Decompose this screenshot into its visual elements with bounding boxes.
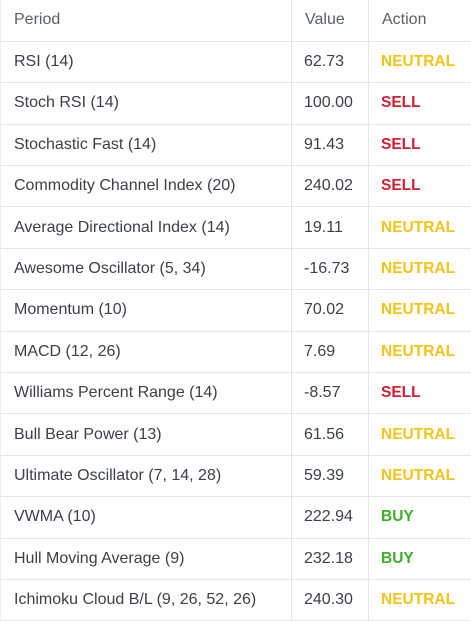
table-header: Period Value Action (0, 0, 471, 42)
indicator-name: VWMA (10) (0, 496, 292, 539)
table-row[interactable]: Williams Percent Range (14) -8.57 SELL (0, 372, 471, 414)
header-value[interactable]: Value (291, 0, 369, 42)
indicator-value: 240.02 (291, 165, 369, 207)
indicator-name: Ultimate Oscillator (7, 14, 28) (0, 454, 292, 497)
indicator-value: 91.43 (291, 123, 369, 166)
indicator-value: 70.02 (291, 289, 369, 332)
indicator-value: 232.18 (291, 537, 369, 580)
table-row[interactable]: Momentum (10) 70.02 NEUTRAL (0, 289, 471, 332)
indicator-name: Williams Percent Range (14) (0, 372, 292, 414)
action-signal: NEUTRAL (368, 454, 471, 497)
indicator-name: Commodity Channel Index (20) (0, 165, 292, 207)
action-signal: SELL (368, 123, 471, 166)
table-row[interactable]: Hull Moving Average (9) 232.18 BUY (0, 537, 471, 580)
indicator-value: 62.73 (291, 40, 369, 83)
action-signal: NEUTRAL (368, 40, 471, 83)
indicator-name: Ichimoku Cloud B/L (9, 26, 52, 26) (0, 578, 292, 621)
action-signal: NEUTRAL (368, 330, 471, 373)
indicator-name: Momentum (10) (0, 289, 292, 332)
action-signal: BUY (368, 537, 471, 580)
action-signal: NEUTRAL (368, 206, 471, 249)
indicator-value: 100.00 (291, 82, 369, 125)
indicator-value: -16.73 (291, 247, 369, 290)
action-signal: SELL (368, 82, 471, 125)
indicator-name: Stochastic Fast (14) (0, 123, 292, 166)
indicator-name: Stoch RSI (14) (0, 82, 292, 125)
table-row[interactable]: RSI (14) 62.73 NEUTRAL (0, 40, 471, 83)
action-signal: NEUTRAL (368, 247, 471, 290)
header-action[interactable]: Action (382, 11, 427, 29)
indicator-value: 222.94 (291, 496, 369, 539)
table-body: RSI (14) 62.73 NEUTRAL Stoch RSI (14) 100.00… (0, 40, 471, 621)
indicator-value: 61.56 (291, 413, 369, 456)
table-row[interactable]: Average Directional Index (14) 19.11 NEUTR… (0, 206, 471, 249)
action-signal: BUY (368, 496, 471, 539)
action-signal: NEUTRAL (368, 289, 471, 332)
header-row: Period Value Action (0, 0, 471, 42)
indicator-name: Hull Moving Average (9) (0, 537, 292, 580)
indicator-name: Awesome Oscillator (5, 34) (0, 247, 292, 290)
indicator-value: 19.11 (291, 206, 369, 249)
indicator-name: MACD (12, 26) (0, 330, 292, 373)
indicator-value: 7.69 (291, 330, 369, 373)
action-signal: NEUTRAL (368, 413, 471, 456)
indicator-name: Average Directional Index (14) (0, 206, 292, 249)
table-row[interactable]: Stoch RSI (14) 100.00 SELL (0, 82, 471, 125)
indicator-name: RSI (14) (0, 40, 292, 83)
indicator-name: Bull Bear Power (13) (0, 413, 292, 456)
indicator-value: 59.39 (291, 454, 369, 497)
indicator-value: 240.30 (291, 578, 369, 621)
header-period[interactable]: Period (0, 0, 292, 42)
action-signal: SELL (368, 165, 471, 207)
table-row[interactable]: Bull Bear Power (13) 61.56 NEUTRAL (0, 413, 471, 456)
table-row[interactable]: Awesome Oscillator (5, 34) -16.73 NEUTRAL (0, 247, 471, 290)
action-signal: NEUTRAL (368, 578, 471, 621)
table-row[interactable]: Ultimate Oscillator (7, 14, 28) 59.39 NEUT… (0, 454, 471, 497)
action-signal: SELL (368, 372, 471, 414)
table-row[interactable]: VWMA (10) 222.94 BUY (0, 496, 471, 539)
table-row[interactable]: Ichimoku Cloud B/L (9, 26, 52, 26) 240.30… (0, 578, 471, 621)
table-row[interactable]: Stochastic Fast (14) 91.43 SELL (0, 123, 471, 166)
table-row[interactable]: Commodity Channel Index (20) 240.02 SELL (0, 165, 471, 207)
indicator-value: -8.57 (291, 372, 369, 414)
table-row[interactable]: MACD (12, 26) 7.69 NEUTRAL (0, 330, 471, 373)
